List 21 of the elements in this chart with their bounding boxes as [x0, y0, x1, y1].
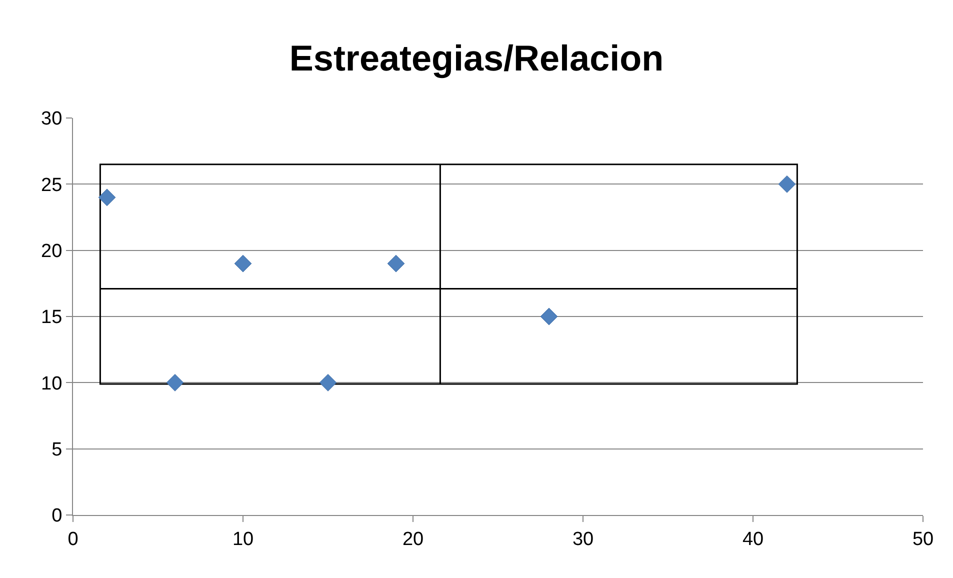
- y-tick-label: 30: [41, 108, 62, 130]
- y-tick-label: 10: [41, 373, 62, 394]
- x-tick-label: 0: [68, 528, 78, 550]
- y-tick-label: 5: [52, 439, 62, 460]
- point: [166, 374, 184, 392]
- x-tick-label: 10: [232, 528, 254, 550]
- point: [387, 254, 405, 272]
- chart-title: Estreategias/Relacion: [289, 37, 664, 78]
- point: [540, 308, 558, 326]
- x-tick-label: 30: [572, 528, 594, 550]
- x-tick-label: 40: [742, 528, 764, 550]
- point: [98, 188, 116, 206]
- x-tick-label: 20: [402, 528, 424, 550]
- y-tick-label: 20: [41, 240, 62, 262]
- point: [234, 254, 252, 272]
- y-tick-label: 15: [41, 307, 62, 328]
- point: [319, 374, 337, 392]
- y-tick-label: 0: [52, 506, 62, 527]
- point: [778, 175, 796, 193]
- x-tick-label: 50: [912, 528, 934, 550]
- y-tick-label: 25: [41, 174, 62, 196]
